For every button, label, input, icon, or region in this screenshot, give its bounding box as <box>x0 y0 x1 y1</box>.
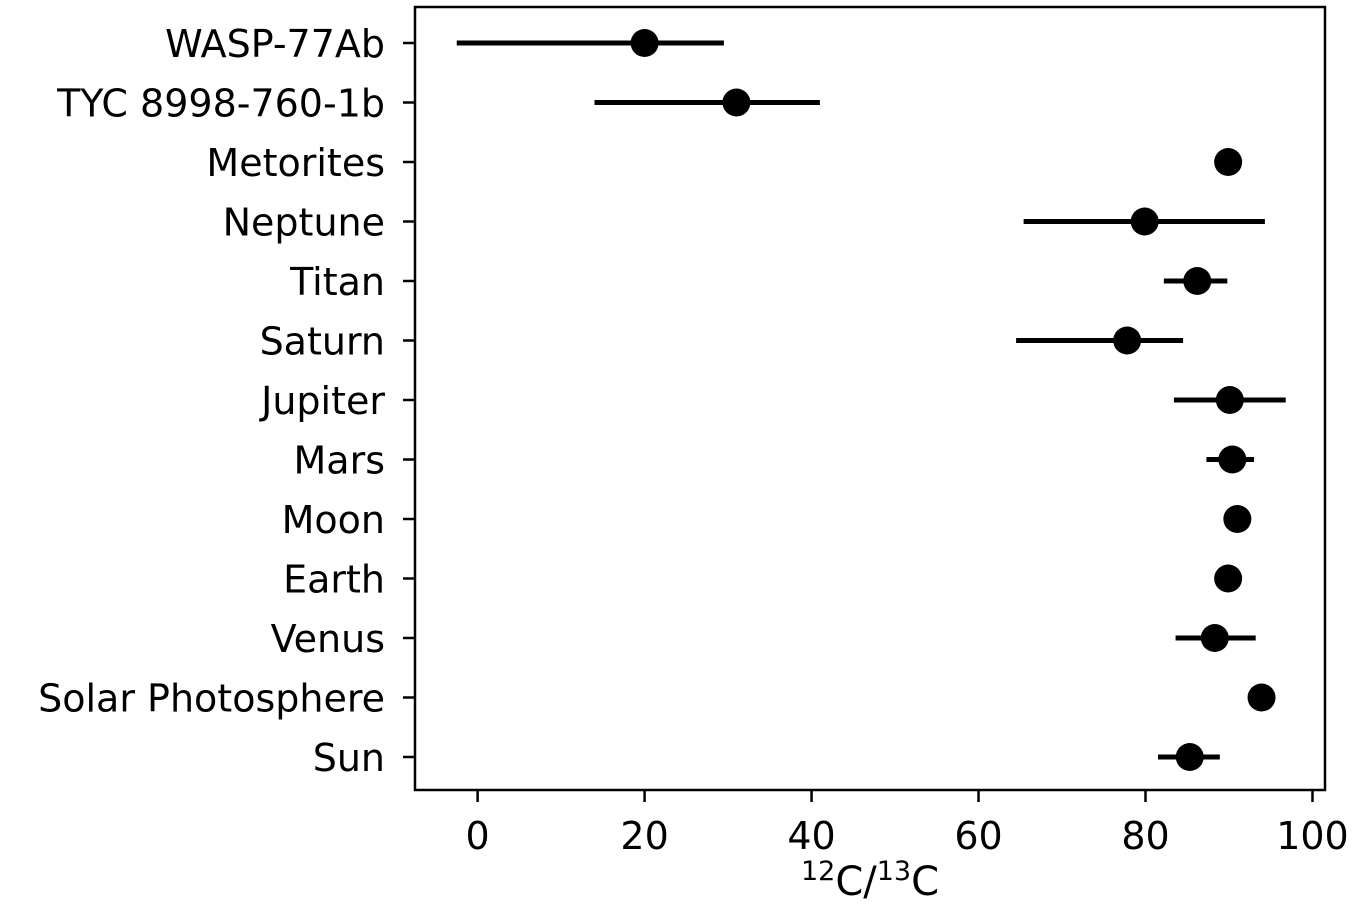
data-point <box>1214 564 1243 593</box>
x-tick-label: 60 <box>954 814 1002 858</box>
y-tick-label: Mars <box>294 439 386 483</box>
data-point <box>1175 743 1204 771</box>
y-tick-label: Neptune <box>223 201 385 245</box>
y-tick-label: Saturn <box>260 320 385 364</box>
y-tick-label: Venus <box>271 617 385 661</box>
data-point <box>1130 207 1159 236</box>
data-point <box>1247 683 1276 712</box>
data-marks <box>456 29 1286 771</box>
x-tick-label: 0 <box>466 814 490 858</box>
y-tick-label: WASP-77Ab <box>165 22 385 66</box>
x-axis-label-text-1: C/ <box>835 859 877 905</box>
plot-background <box>415 7 1325 790</box>
y-tick-label: Metorites <box>206 141 385 185</box>
data-point <box>1113 326 1142 355</box>
data-point <box>630 29 659 57</box>
y-tick-label: Jupiter <box>259 379 385 423</box>
y-tick-label: TYC 8998-760-1b <box>56 82 385 126</box>
x-axis-label-sup-2: 13 <box>877 856 911 887</box>
data-point <box>1218 445 1247 474</box>
x-axis-label-sup-1: 12 <box>801 856 835 887</box>
data-point <box>1215 386 1244 414</box>
data-point <box>1200 624 1229 652</box>
data-point <box>1223 505 1252 533</box>
x-tick-label: 80 <box>1121 814 1169 858</box>
data-point <box>1214 148 1243 176</box>
y-tick-label: Solar Photosphere <box>38 677 385 721</box>
y-axis: WASP-77Ab TYC 8998-760-1b Metorites Neptune… <box>38 22 415 780</box>
data-point <box>1183 267 1212 295</box>
x-tick-label: 20 <box>620 814 668 858</box>
y-tick-label: Titan <box>289 260 385 304</box>
x-axis-label-text-2: C <box>911 859 939 905</box>
x-tick-label: 100 <box>1276 814 1349 858</box>
x-tick-label: 40 <box>787 814 835 858</box>
x-axis-label: 12C/13C <box>801 856 939 905</box>
plot-frame <box>413 5 1327 792</box>
data-point <box>722 88 751 117</box>
y-tick-label: Sun <box>313 736 385 780</box>
y-tick-label: Earth <box>283 558 385 602</box>
x-axis: 0 20 40 60 80 100 <box>466 790 1349 858</box>
y-tick-label: Moon <box>282 498 385 542</box>
